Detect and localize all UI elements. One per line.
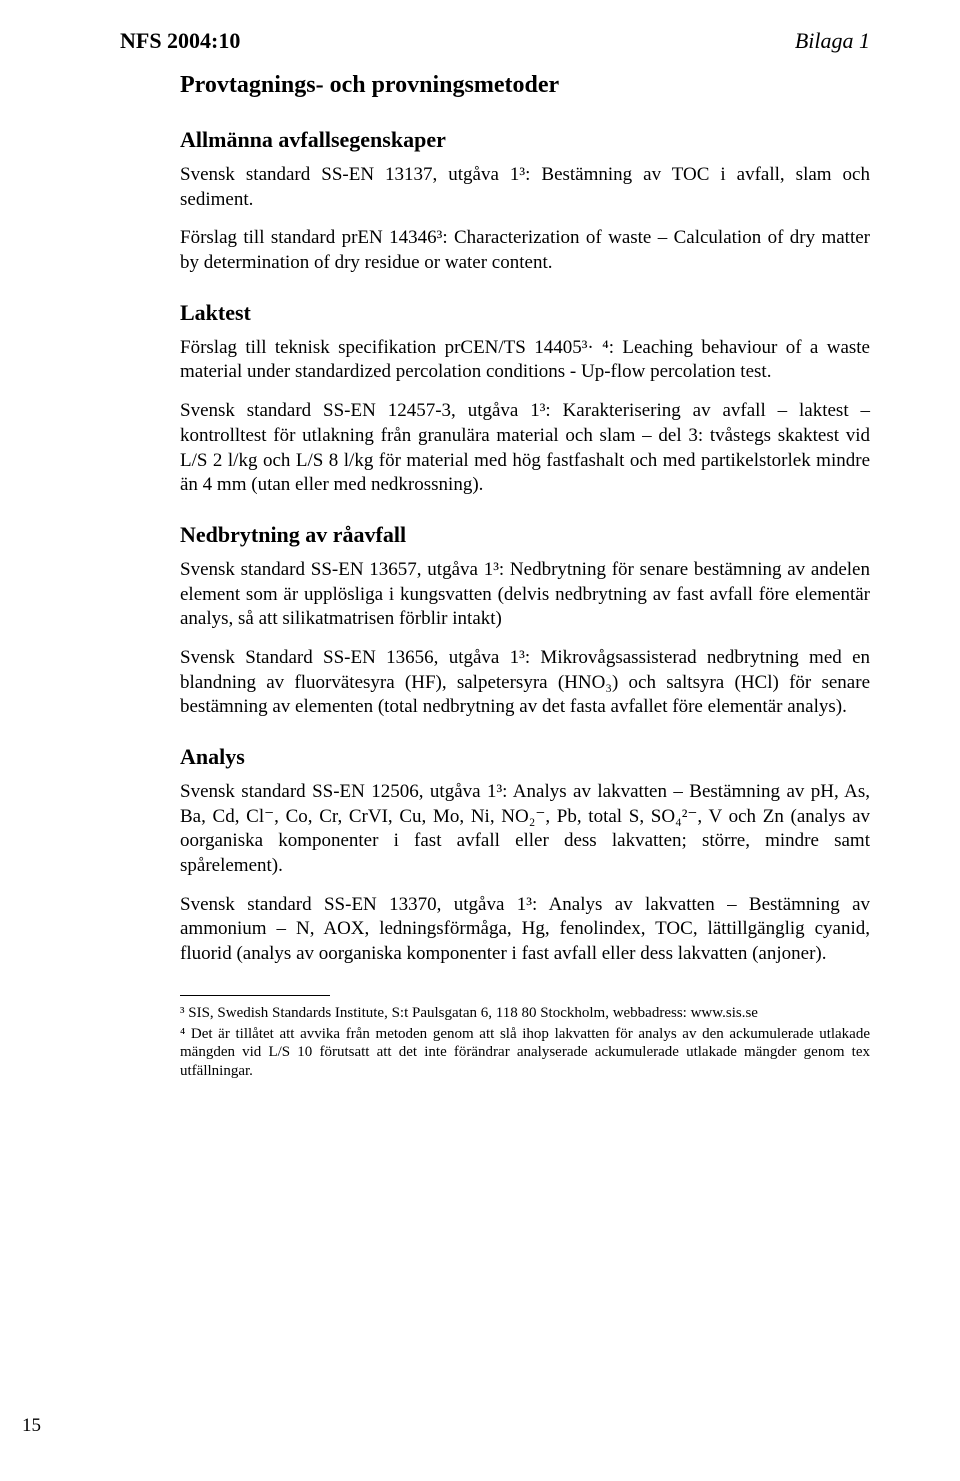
attachment-label: Bilaga 1 bbox=[795, 28, 870, 54]
section-heading: Allmänna avfallsegenskaper bbox=[180, 127, 870, 153]
paragraph-text: Förslag till teknisk specifikation prCEN… bbox=[180, 336, 870, 385]
page-title: Provtagnings- och provningsmetoder bbox=[180, 72, 870, 99]
section-laktest: Laktest Förslag till teknisk specifikati… bbox=[180, 300, 870, 498]
document-page: NFS 2004:10 Bilaga 1 Provtagnings- och p… bbox=[0, 0, 960, 1481]
section-heading: Laktest bbox=[180, 300, 870, 326]
section-heading: Nedbrytning av råavfall bbox=[180, 522, 870, 548]
paragraph-text: Svensk standard SS-EN 12506, utgåva 1³: … bbox=[180, 780, 870, 879]
page-header: NFS 2004:10 Bilaga 1 bbox=[120, 28, 870, 54]
footnote-text: ³ SIS, Swedish Standards Institute, S:t … bbox=[180, 1004, 870, 1023]
footnote-text: ⁴ Det är tillåtet att avvika från metode… bbox=[180, 1025, 870, 1081]
section-allmanna: Allmänna avfallsegenskaper Svensk standa… bbox=[180, 127, 870, 276]
paragraph-text: Svensk standard SS-EN 13137, utgåva 1³: … bbox=[180, 163, 870, 212]
section-nedbrytning: Nedbrytning av råavfall Svensk standard … bbox=[180, 522, 870, 720]
page-number: 15 bbox=[22, 1415, 41, 1437]
paragraph-text: Svensk standard SS-EN 13657, utgåva 1³: … bbox=[180, 558, 870, 632]
paragraph-text: Svensk Standard SS-EN 13656, utgåva 1³: … bbox=[180, 646, 870, 720]
paragraph-text: Svensk standard SS-EN 13370, utgåva 1³: … bbox=[180, 893, 870, 967]
document-code: NFS 2004:10 bbox=[120, 28, 240, 54]
footnotes-block: ³ SIS, Swedish Standards Institute, S:t … bbox=[180, 1004, 870, 1081]
section-heading: Analys bbox=[180, 744, 870, 770]
footnote-separator bbox=[180, 995, 330, 996]
paragraph-text: Förslag till standard prEN 14346³: Chara… bbox=[180, 226, 870, 275]
section-analys: Analys Svensk standard SS-EN 12506, utgå… bbox=[180, 744, 870, 967]
paragraph-text: Svensk standard SS-EN 12457-3, utgåva 1³… bbox=[180, 399, 870, 498]
